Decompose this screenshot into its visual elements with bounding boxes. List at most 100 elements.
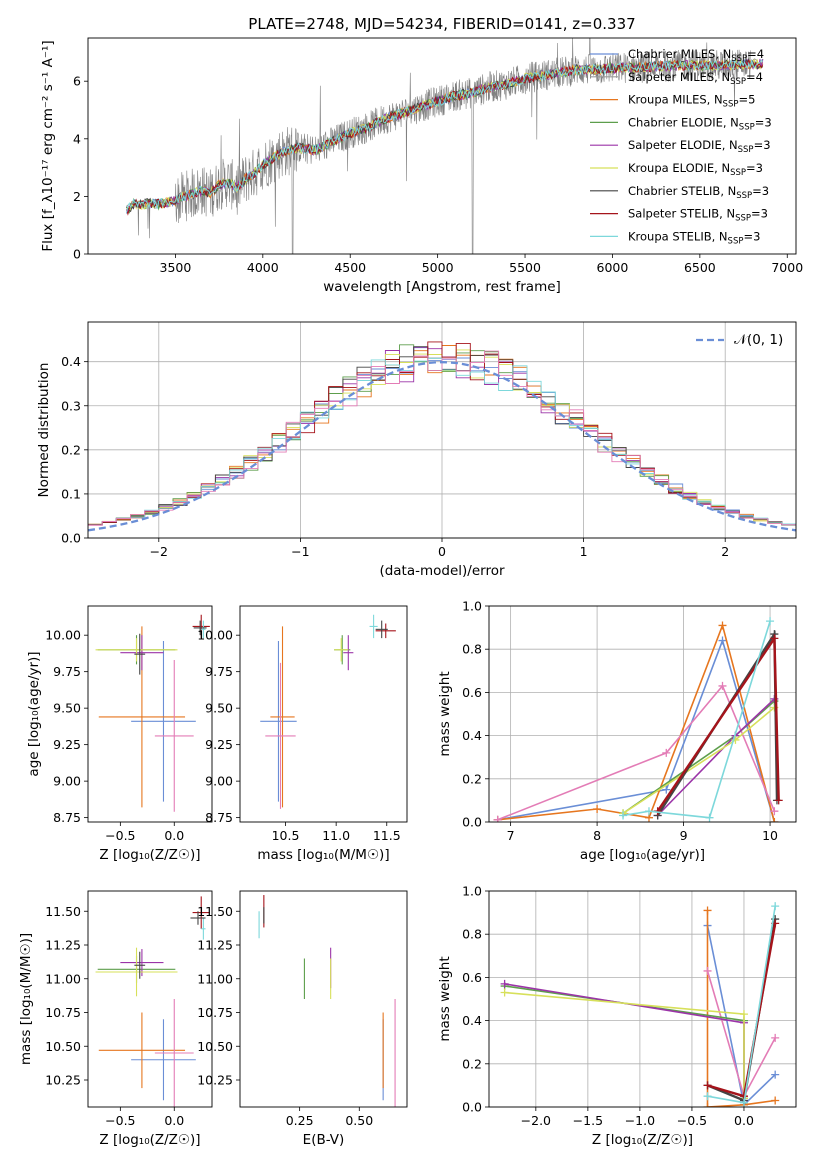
plus-marker (770, 807, 779, 816)
plus-marker (703, 966, 712, 975)
y-tick-label: 10.00 (45, 628, 81, 643)
x-tick-label: 4500 (334, 260, 366, 275)
x-tick-label: 4000 (247, 260, 279, 275)
legend-sub: SSP (723, 100, 739, 110)
y-tick-label: 1.0 (462, 884, 482, 899)
weight-plot-area (500, 902, 780, 1107)
plus-marker (619, 811, 628, 820)
legend-entry: 𝒩(0, 1) (734, 332, 783, 348)
y-tick-label: 11.50 (197, 904, 233, 919)
x-tick-label: 3500 (160, 260, 192, 275)
series-line (706, 910, 776, 1107)
normal-curve (88, 360, 796, 532)
series-kroupa-stelib (619, 617, 775, 822)
y-tick-label: 4 (73, 131, 81, 146)
series-line (622, 620, 771, 819)
y-tick-label: 0 (73, 247, 81, 262)
data-point-chabrier-stelib (193, 620, 207, 636)
y-axis-label: mass weight (437, 956, 453, 1041)
x-tick-label: 10.5 (272, 828, 300, 843)
panel-age_vs_mass: 10.5 11.0 11.5 8.75 9.00 9.25 9.50 9.75 10.00 mas… (197, 605, 408, 863)
y-tick-label: 0.2 (61, 442, 81, 457)
legend-tail: =3 (752, 184, 769, 198)
spectrum-data-line (126, 38, 751, 254)
plus-marker (703, 1092, 712, 1101)
x-tick-label: −0.5 (105, 1113, 135, 1128)
y-tick-label: 10.50 (45, 1039, 81, 1054)
legend-label: Chabrier ELODIE, N (628, 115, 739, 129)
y-tick-label: 9.75 (205, 664, 233, 679)
data-point-pink (154, 660, 194, 812)
data-point-chabrier-stelib (375, 620, 388, 639)
legend-entry: Chabrier ELODIE, NSSP=3 (628, 115, 772, 132)
plus-marker (770, 634, 779, 643)
y-axis-label: age [log₁₀(age/yr)] (26, 651, 42, 776)
x-axis-label: (data-model)/error (379, 563, 505, 579)
plus-marker (718, 621, 727, 630)
series-line (497, 622, 776, 822)
plus-marker (500, 979, 509, 988)
data-point-chabrier-miles (131, 641, 196, 802)
x-tick-label: 6500 (684, 260, 716, 275)
x-tick-label: −0.5 (677, 1113, 707, 1128)
axes-frame (87, 321, 797, 539)
plus-marker (739, 1010, 748, 1019)
y-tick-label: 8.75 (205, 810, 233, 825)
errorbar-plot-area (95, 614, 210, 812)
data-point-kroupa-stelib (369, 614, 378, 639)
plus-marker (771, 1096, 780, 1105)
weight-plot-area (493, 617, 783, 822)
y-axis-label: Flux [f_λ10⁻¹⁷ erg cm⁻² s⁻¹ A⁻¹] (40, 40, 56, 251)
y-tick-label: 10.25 (197, 1073, 233, 1088)
legend-label: Chabrier MILES, N (628, 47, 731, 61)
y-tick-label: 10.75 (45, 1005, 81, 1020)
legend-entry: Kroupa ELODIE, NSSP=3 (628, 161, 763, 178)
legend-entry: Salpeter STELIB, NSSP=3 (628, 207, 768, 224)
axes-frame (239, 605, 408, 823)
plus-marker (766, 617, 775, 626)
y-tick-label: 11.25 (197, 938, 233, 953)
data-point-chabrier-stelib (134, 633, 146, 675)
series-chabrier-elodie (500, 982, 748, 1103)
y-tick-label: 0.0 (462, 815, 482, 830)
y-tick-label: 11.00 (45, 971, 81, 986)
legend-sub: SSP (736, 191, 752, 201)
x-axis-label: E(B-V) (303, 1132, 345, 1148)
plus-marker (703, 906, 712, 915)
series-line (706, 970, 776, 1099)
axes-frame (87, 605, 213, 823)
panel-age_vs_Z: −0.5 0.0 8.75 9.00 9.25 9.50 9.75 10.00 Z [log₁₀… (26, 605, 213, 863)
y-tick-label: 0.1 (61, 486, 81, 501)
y-tick-label: 0.0 (61, 531, 81, 546)
x-tick-label: 0 (438, 544, 446, 559)
data-point-chabrier-miles (260, 641, 297, 802)
legend-tail: =3 (746, 161, 763, 175)
y-tick-label: 0.6 (462, 685, 482, 700)
x-tick-label: 7000 (771, 260, 803, 275)
panel-massweight_vs_age: 7 8 9 10 0.0 0.2 0.4 0.6 0.8 1.0 age [log₁₀(age/yr… (437, 599, 797, 863)
legend-label: Salpeter MILES, N (628, 70, 730, 84)
model-line-kroupa-stelib (126, 58, 764, 213)
y-tick-label: 0.4 (61, 354, 81, 369)
y-axis-label: mass [log₁₀(M/M☉)] (18, 933, 34, 1065)
data-point-kroupa-miles (98, 1012, 186, 1089)
data-point-kroupa-elodie (95, 947, 178, 997)
legend-sub: SSP (728, 236, 744, 246)
x-tick-label: 5000 (422, 260, 454, 275)
x-axis-label: Z [log₁₀(Z/Z☉)] (99, 1132, 200, 1148)
legend-sub: SSP (738, 145, 754, 155)
plus-marker (662, 785, 671, 794)
plus-marker (705, 813, 714, 822)
data-point-salpeter-stelib (192, 614, 210, 639)
y-tick-label: 0.4 (462, 728, 482, 743)
legend-tail: =3 (751, 207, 768, 221)
legend-entry: Chabrier MILES, NSSP=4 (628, 47, 764, 64)
y-tick-label: 11.50 (45, 904, 81, 919)
x-tick-label: 0.0 (734, 1113, 754, 1128)
x-tick-label: −1.5 (573, 1113, 603, 1128)
x-tick-label: −2.0 (521, 1113, 551, 1128)
y-tick-label: 9.00 (205, 774, 233, 789)
axes-frame (488, 890, 797, 1108)
legend-label: Salpeter STELIB, N (628, 207, 735, 221)
y-tick-label: 0.8 (462, 642, 482, 657)
